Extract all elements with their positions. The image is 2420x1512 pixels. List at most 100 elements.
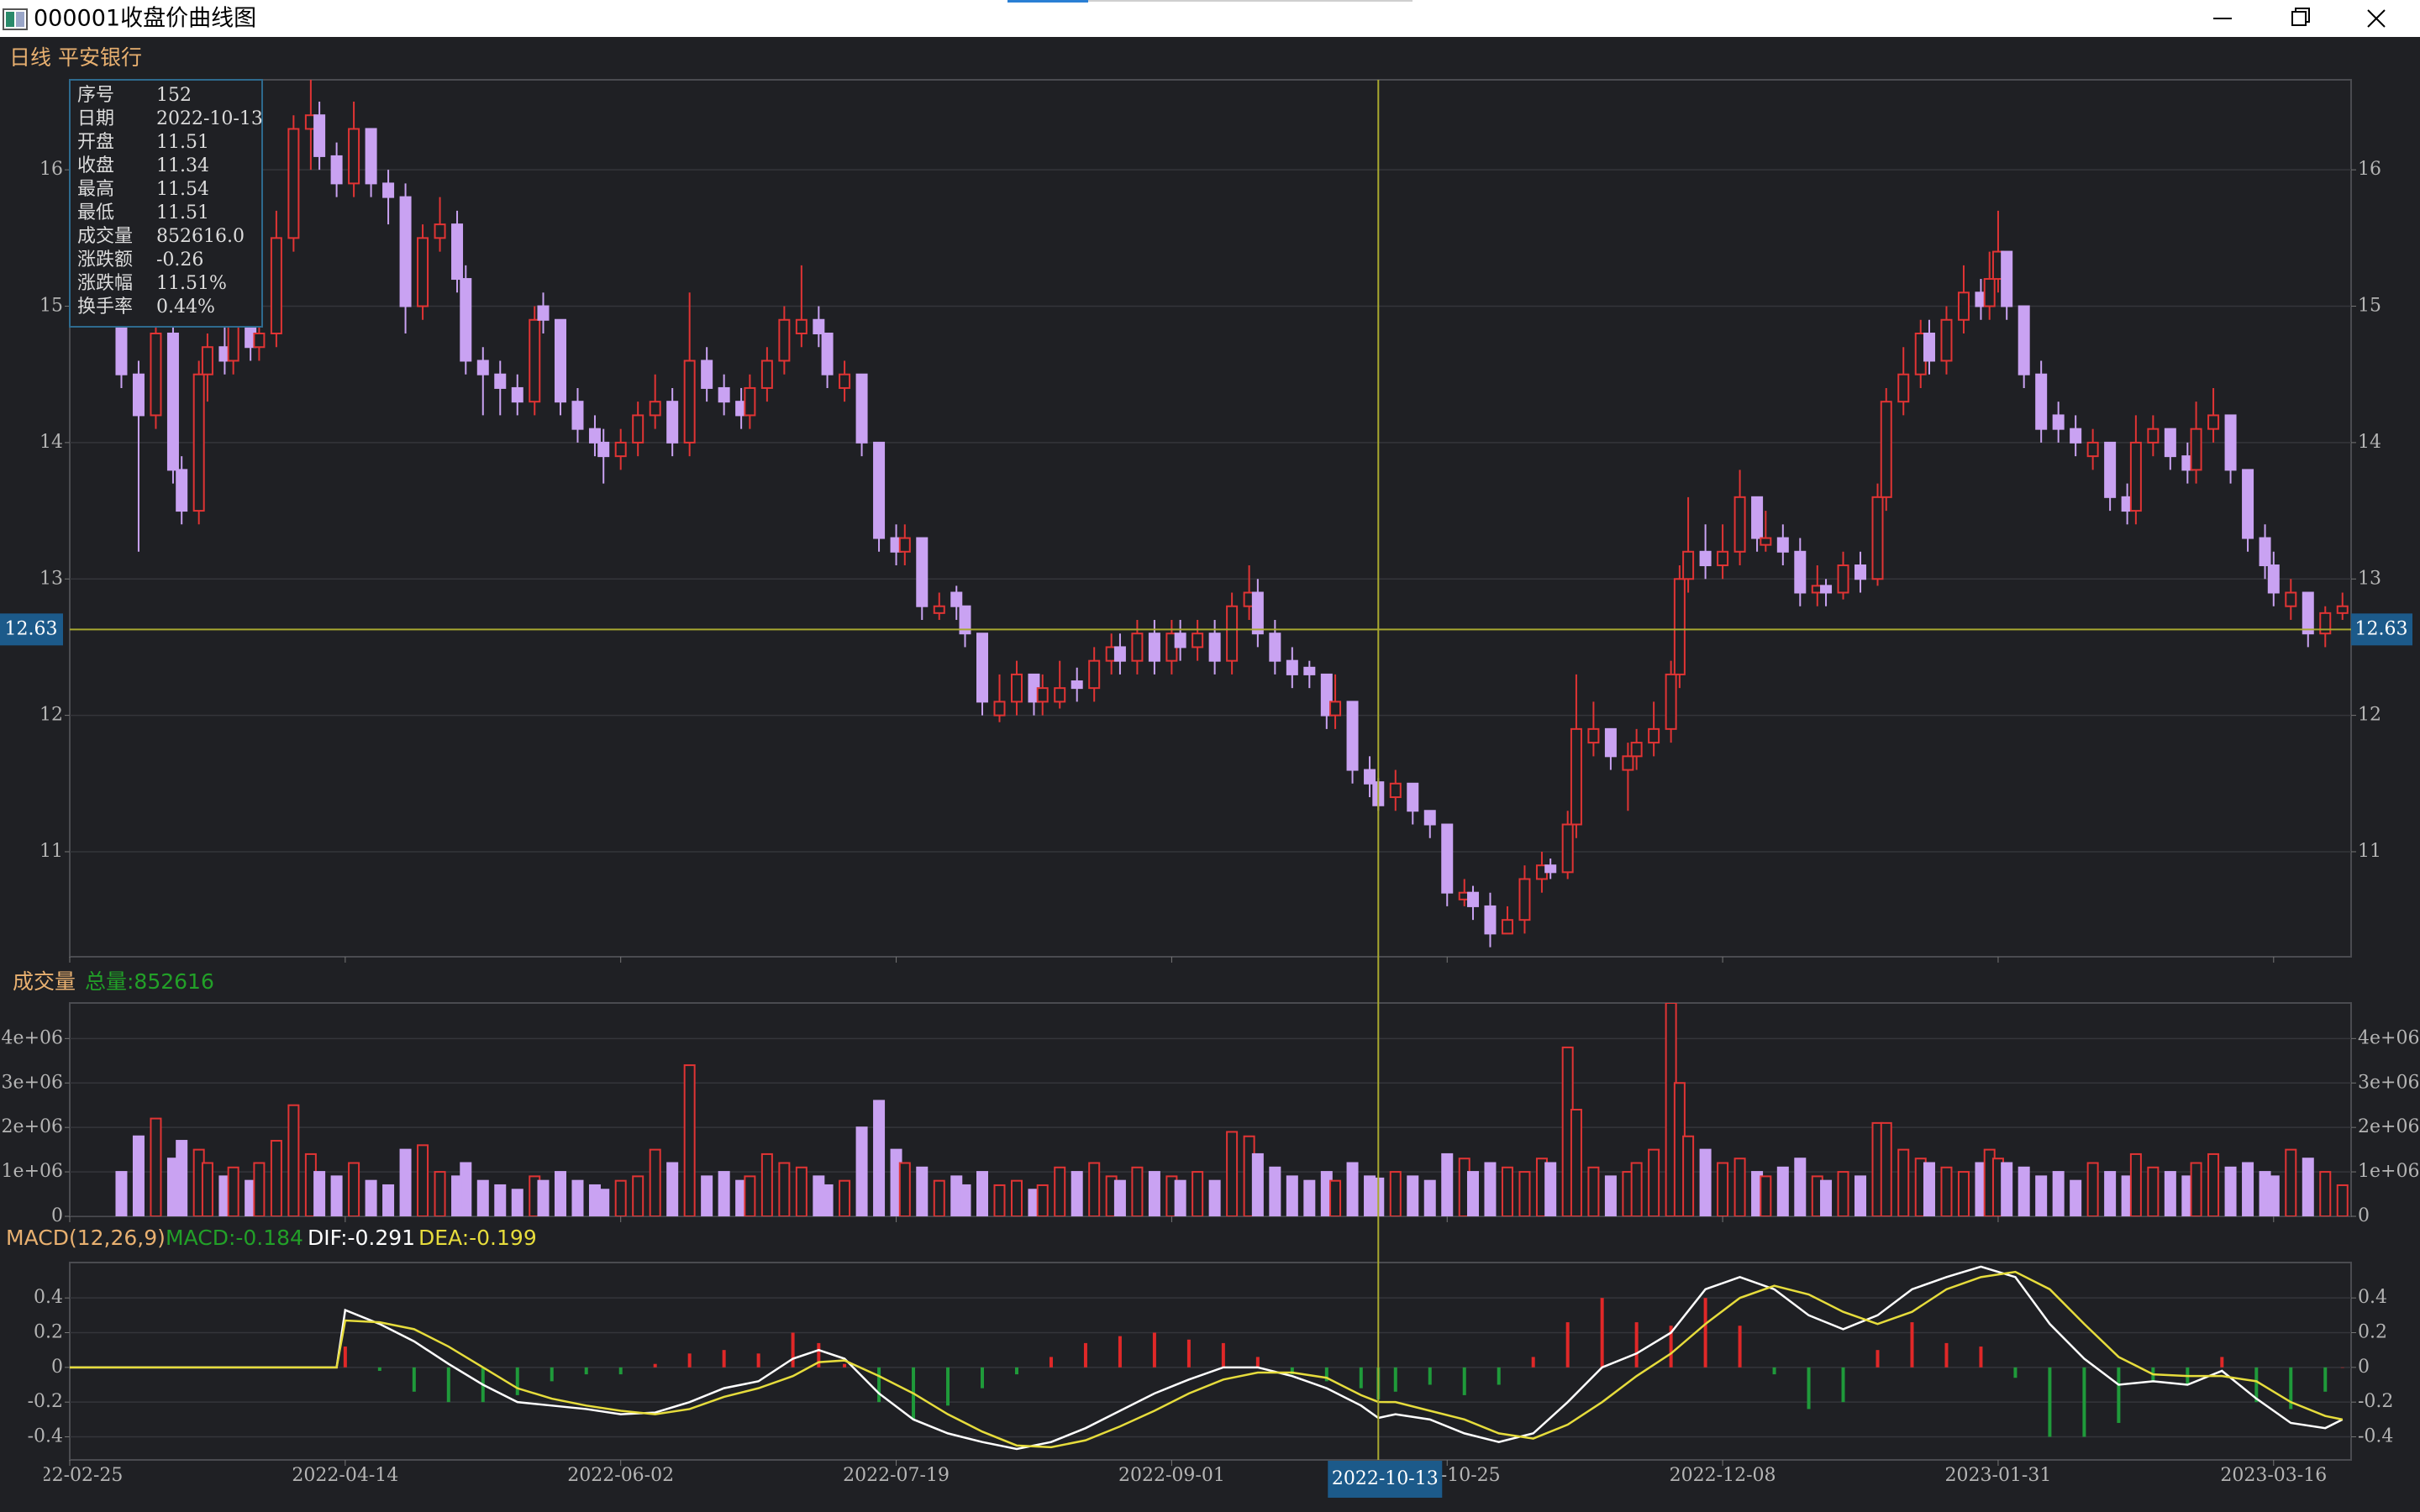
candle-body [476,360,489,375]
volume-bar [2070,1179,2082,1216]
volume-bar [1648,1148,1660,1216]
volume-bar [554,1171,566,1216]
y-tick-label: 0 [51,1205,63,1226]
candle-body [916,537,929,607]
macd-bar [1876,1350,1880,1368]
volume-bar [855,1126,868,1216]
tooltip-value: 11.51% [156,273,227,294]
volume-bar [898,1162,911,1216]
candle-body [1226,605,1239,662]
tab-strip [1088,0,1413,2]
volume-bar [2242,1162,2254,1216]
close-button[interactable] [2367,9,2386,28]
volume-bar [417,1144,429,1216]
macd-panel [69,1262,2352,1461]
volume-bar [666,1162,679,1216]
macd-plot [70,1265,2351,1451]
volume-bar [821,1184,834,1216]
volume-bar [1837,1171,1849,1216]
volume-bar [1880,1121,1892,1216]
volume-bar [2267,1175,2280,1216]
macd-bar [2048,1367,2052,1437]
volume-bar [1071,1171,1083,1216]
candle-body [813,318,825,334]
candle-body [993,701,1006,717]
tooltip-label: 换手率 [77,297,133,318]
candle-body [821,332,834,375]
volume-bar [2052,1171,2065,1216]
y-tick-label: 4e+06 [2,1027,63,1048]
volume-bar [1286,1175,1298,1216]
volume-bar [718,1171,730,1216]
volume-bar [614,1179,627,1216]
x-tick-label: 2022-04-14 [292,1465,398,1486]
volume-bar [1518,1171,1531,1216]
volume-bar [1010,1179,1023,1216]
y-tick-label: 12 [2358,705,2381,726]
candle-body [1518,878,1531,921]
x-tick-label: 2023-03-16 [2220,1465,2327,1486]
tooltip-label: 序号 [77,85,114,106]
tooltip-value: 11.54 [156,179,209,200]
candle-body [2259,537,2271,567]
volume-bar [1389,1171,1402,1216]
candle-body [2319,612,2332,635]
macd-bar [1497,1367,1501,1385]
volume-bar [597,1189,610,1216]
macd-bar [1910,1322,1914,1368]
volume-bar [1854,1175,1867,1216]
volume-bar [176,1140,188,1216]
volume-bar [993,1184,1006,1216]
volume-bar [1148,1171,1160,1216]
macd-bar [2220,1357,2224,1368]
tooltip-value: 0.44% [156,297,215,318]
volume-bar [649,1148,661,1216]
candle-body [511,386,523,403]
y-tick-label: 3e+06 [2,1072,63,1093]
macd-bar [584,1367,588,1375]
candle-body [1148,633,1160,662]
macd-bar [1772,1367,1776,1375]
candle-body [2052,414,2065,430]
volume-bar [1717,1162,1729,1216]
candle-body [2001,250,2013,307]
tooltip-value: 11.34 [156,155,209,176]
candle-body [1665,673,1677,730]
volume-bar [683,1064,696,1216]
x-tick-label: 2022-07-19 [843,1465,950,1486]
y-tick-label: 13 [2358,568,2381,589]
volume-bar [313,1171,326,1216]
candle-body [1466,891,1479,907]
macd-bar [2013,1367,2018,1378]
candle-body [1088,659,1101,690]
candle-body [571,401,584,430]
macd-bar [1290,1367,1294,1375]
restore-button[interactable] [2291,8,2310,26]
macd-bar [1565,1322,1570,1368]
macd-bar [2254,1367,2259,1403]
y-tick-label: 0 [2358,1357,2370,1378]
volume-bar [150,1117,162,1216]
candle-body [1251,591,1264,635]
volume-plot [70,1003,2351,1216]
candle-body [632,414,644,444]
volume-bar [434,1171,446,1216]
candle-body [2207,414,2220,430]
crosshair-price-box [0,613,63,646]
volume-bar [2319,1171,2332,1216]
candle-body [1036,687,1049,703]
candle-body [1871,496,1884,580]
macd-bar [1186,1339,1191,1368]
volume-bar [511,1189,523,1216]
candle-body [778,318,791,362]
y-tick-label: 0.4 [34,1287,63,1308]
candle-body [1071,680,1083,690]
macd-bar [1324,1367,1328,1382]
candle-body [588,428,601,444]
candle-body [313,114,326,157]
volume-bar [2086,1162,2099,1216]
overlay: 11 11 12 12 13 13 14 14 15 15 16 16 0 0 1e+06 1e+06 2e+0… [0,79,2419,1498]
y-tick-label: 3e+06 [2358,1072,2419,1093]
macd-bar [1600,1298,1604,1368]
